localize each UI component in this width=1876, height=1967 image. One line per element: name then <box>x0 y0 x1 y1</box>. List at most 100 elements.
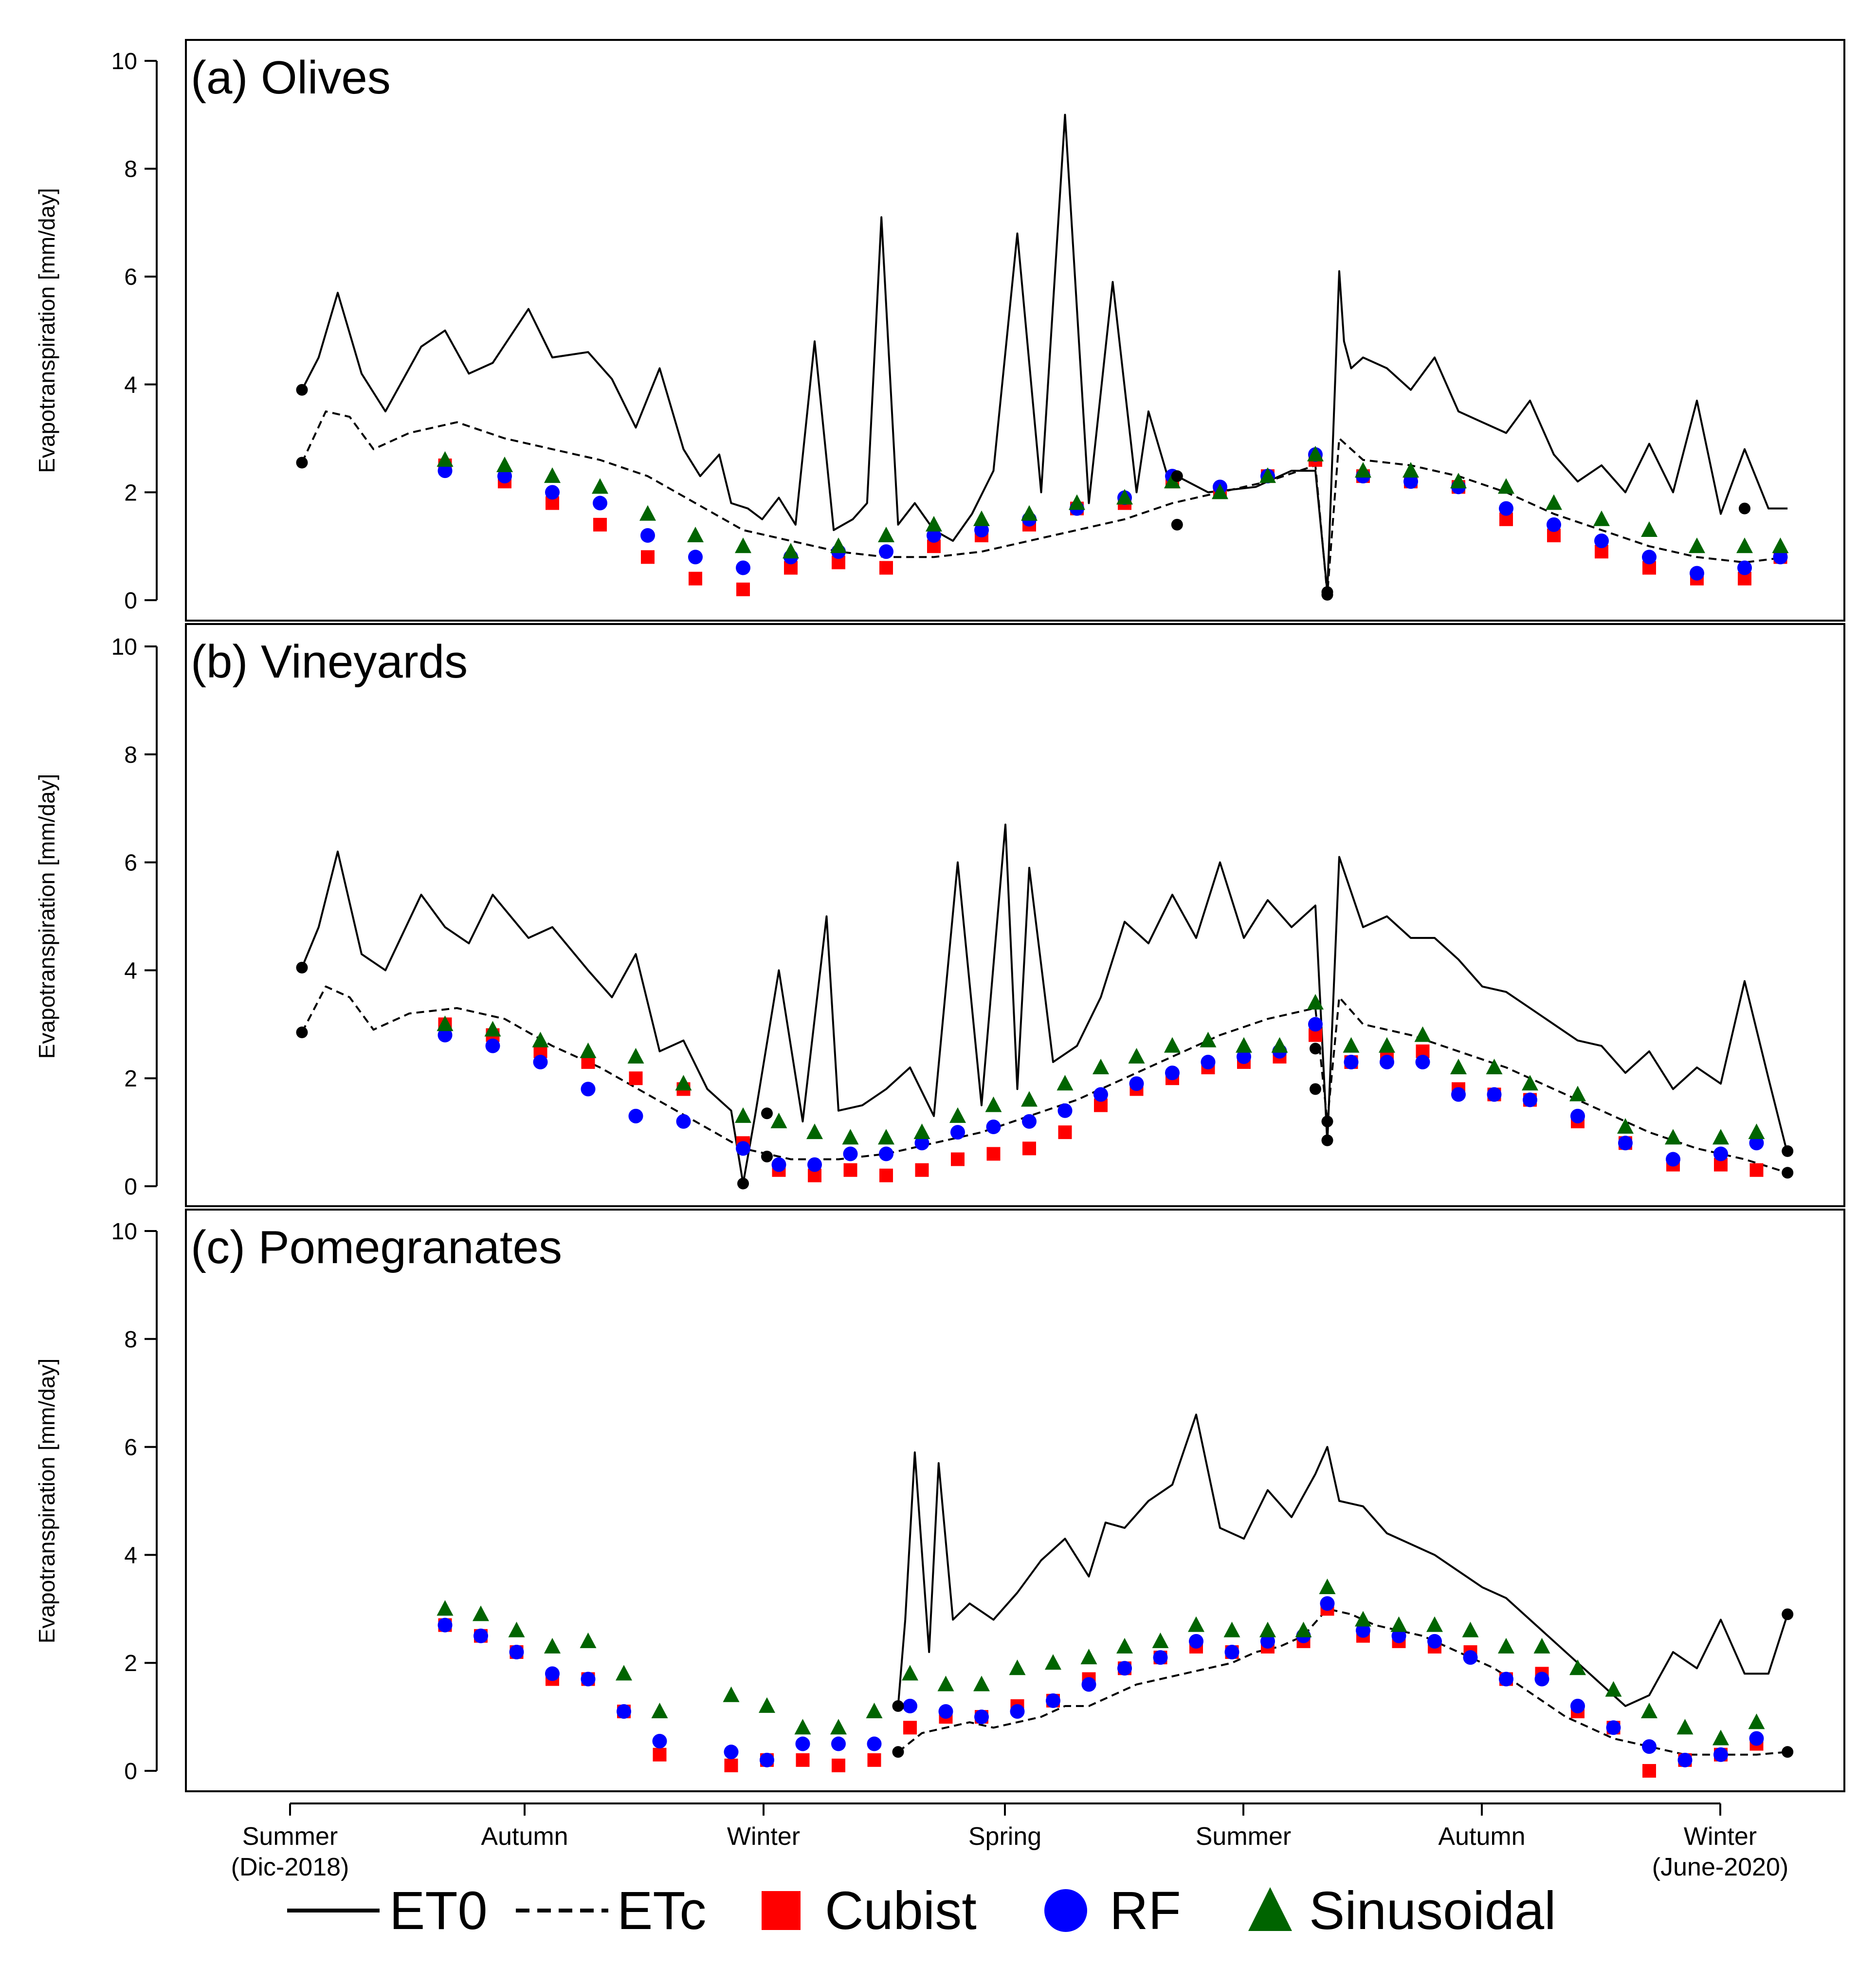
rf-point <box>640 528 655 543</box>
rf-point <box>807 1157 822 1172</box>
rf-point <box>903 1698 917 1713</box>
legend-cubist-symbol <box>762 1891 801 1930</box>
x-tick-sublabel: (Dic-2018) <box>231 1853 349 1881</box>
sinusoidal-point <box>1736 537 1753 553</box>
sinusoidal-point <box>1533 1637 1550 1654</box>
panels: 0 2 4 6 8 10 Evapotranspiration [mm/day] (a) Ol… <box>34 39 1845 1792</box>
cubist-point <box>951 1152 965 1166</box>
x-ticks: Summer(Dic-2018)Autumn Winter Spring Summer… <box>231 1803 1788 1881</box>
x-tick-label: Autumn <box>1438 1822 1525 1851</box>
series-et0 <box>301 113 1788 593</box>
rf-point <box>1344 1054 1359 1069</box>
sinusoidal-point <box>1009 1659 1026 1675</box>
sinusoidal-point <box>580 1632 597 1648</box>
cubist-point <box>879 1168 893 1182</box>
endpoint-marker <box>1321 1134 1333 1146</box>
sinusoidal-point <box>937 1675 954 1691</box>
rf-point <box>843 1146 858 1161</box>
sinusoidal-point <box>1402 462 1419 478</box>
y-axis: 0 2 4 6 8 10 <box>111 1219 158 1784</box>
rf-point <box>509 1645 524 1660</box>
rf-point <box>1534 1672 1549 1687</box>
endpoint-marker <box>892 1746 904 1758</box>
y-tick-label: 8 <box>124 157 137 183</box>
cubist-point <box>1022 1141 1036 1156</box>
rf-point <box>437 1028 453 1043</box>
rf-point <box>628 1108 643 1123</box>
sinusoidal-point <box>1498 1637 1514 1654</box>
cubist-point <box>879 561 893 575</box>
cubist-point <box>629 1071 643 1085</box>
endpoint-marker <box>296 457 308 469</box>
rf-point <box>474 1628 488 1643</box>
panel-frame <box>185 1209 1845 1792</box>
rf-point <box>1046 1693 1060 1708</box>
sinusoidal-point <box>1319 1578 1336 1594</box>
rf-point <box>1415 1054 1430 1069</box>
rf-point <box>652 1734 667 1749</box>
etc-line <box>301 985 1788 1174</box>
x-tick-label: Summer <box>1196 1822 1291 1851</box>
x-tick-label: Winter <box>727 1822 800 1851</box>
y-tick-label: 2 <box>124 1066 137 1092</box>
cubist-point <box>641 550 655 564</box>
rf-point <box>1391 1628 1406 1643</box>
rf-point <box>1427 1634 1442 1649</box>
rf-point <box>1594 533 1609 549</box>
cubist-point <box>689 571 702 586</box>
legend-rf-symbol <box>1044 1889 1087 1932</box>
series-etc <box>897 1608 1788 1756</box>
legend-sinusoidal-label: Sinusoidal <box>1309 1881 1556 1941</box>
y-tick-label: 6 <box>124 264 137 290</box>
rf-point <box>879 544 893 559</box>
rf-point <box>1570 1698 1585 1713</box>
sinusoidal-point <box>580 1042 597 1058</box>
y-tick-label: 10 <box>111 49 137 74</box>
endpoint-marker <box>761 1107 773 1120</box>
rf-point <box>1451 1087 1466 1102</box>
rf-point <box>1487 1087 1502 1102</box>
y-tick-label: 0 <box>124 588 137 614</box>
rf-point <box>950 1125 965 1140</box>
rf-point <box>1201 1054 1216 1069</box>
sinusoidal-point <box>1462 1621 1479 1637</box>
sinusoidal-point <box>759 1697 775 1713</box>
rf-point <box>1749 1731 1764 1746</box>
rf-point <box>974 1710 989 1725</box>
y-tick-label: 0 <box>124 1174 137 1200</box>
sinusoidal-point <box>1665 1129 1681 1145</box>
sinusoidal-point <box>949 1107 966 1123</box>
sinusoidal-point <box>639 505 656 521</box>
sinusoidal-point <box>1307 993 1324 1010</box>
sinusoidal-point <box>985 1096 1002 1112</box>
sinusoidal-point <box>532 1031 549 1048</box>
sinusoidal-point <box>616 1665 632 1681</box>
sinusoidal-point <box>1021 505 1038 521</box>
rf-point <box>1606 1720 1621 1735</box>
endpoint-marker <box>1310 1043 1321 1055</box>
cubist-point <box>832 1758 845 1772</box>
endpoint-marker <box>296 384 308 396</box>
rf-point <box>1499 501 1513 516</box>
rf-point <box>1618 1136 1633 1151</box>
panel-vineyards: 0 2 4 6 8 10 Evapotranspiration [mm/day] (b) Vi… <box>34 623 1845 1207</box>
sinusoidal-point <box>1426 1616 1443 1632</box>
rf-point <box>831 1736 846 1751</box>
rf-point <box>676 1114 691 1129</box>
endpoint-marker <box>1782 1167 1794 1179</box>
y-tick-label: 2 <box>124 1651 137 1676</box>
rf-point <box>938 1704 953 1719</box>
sinusoidal-point <box>1223 1621 1240 1637</box>
rf-point <box>1666 1152 1680 1167</box>
sinusoidal-point <box>496 457 513 472</box>
sinusoidal-point <box>437 1015 454 1031</box>
endpoint-marker <box>1310 1083 1321 1095</box>
sinusoidal-point <box>1152 1632 1169 1648</box>
sinusoidal-point <box>1343 1037 1360 1053</box>
sinusoidal-point <box>627 1048 644 1064</box>
endpoint-marker <box>1321 588 1333 601</box>
y-tick-label: 4 <box>124 1543 137 1568</box>
sinusoidal-point <box>1069 494 1085 510</box>
rf-point <box>974 522 989 537</box>
sinusoidal-point <box>735 537 751 553</box>
